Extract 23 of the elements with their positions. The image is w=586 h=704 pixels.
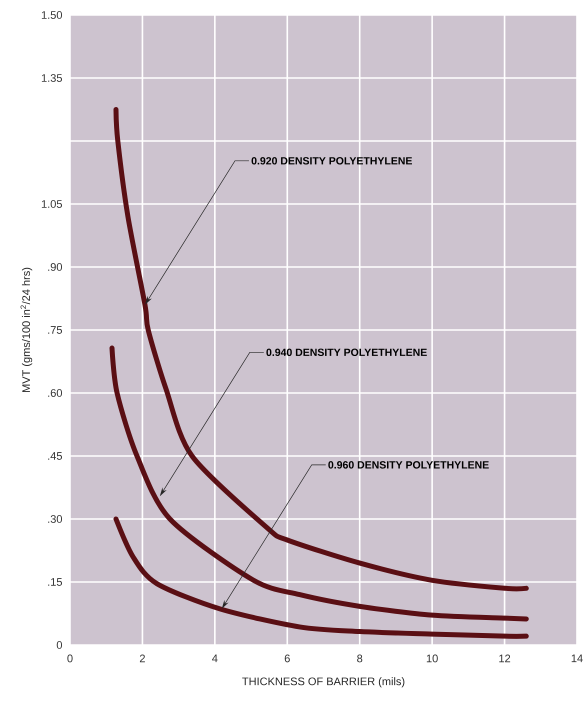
y-tick-label: .75 (48, 326, 62, 334)
x-tick-label: 10 (426, 654, 438, 662)
y-tick-label: .15 (48, 578, 62, 586)
x-tick-label: 12 (499, 654, 510, 662)
y-tick-label: 1.05 (42, 200, 62, 208)
y-tick-label: 1.35 (42, 74, 62, 82)
x-tick-label: 6 (284, 654, 290, 662)
x-tick-label: 14 (572, 654, 583, 662)
x-tick-label: 4 (212, 654, 218, 662)
x-tick-label: 2 (140, 654, 145, 662)
x-tick-label: 0 (67, 654, 73, 662)
annotation: 0.960 DENSITY POLYETHYLENE (328, 461, 489, 469)
annotation: 0.940 DENSITY POLYETHYLENE (266, 348, 427, 356)
y-tick-label: .45 (48, 452, 62, 460)
y-tick-label: 1.50 (42, 11, 62, 19)
y-tick-label: .30 (48, 515, 62, 523)
x-axis-title: THICKNESS OF BARRIER (mils) (242, 677, 404, 688)
x-tick-label: 8 (357, 654, 362, 662)
y-tick-label: .90 (48, 263, 62, 271)
y-tick-label: .60 (48, 389, 62, 397)
y-tick-label: 0 (56, 641, 62, 649)
annotation: 0.920 DENSITY POLYETHYLENE (252, 157, 412, 165)
y-axis-title: MVT (gms/100 in$^{2}$/24 hrs) (20, 268, 32, 392)
